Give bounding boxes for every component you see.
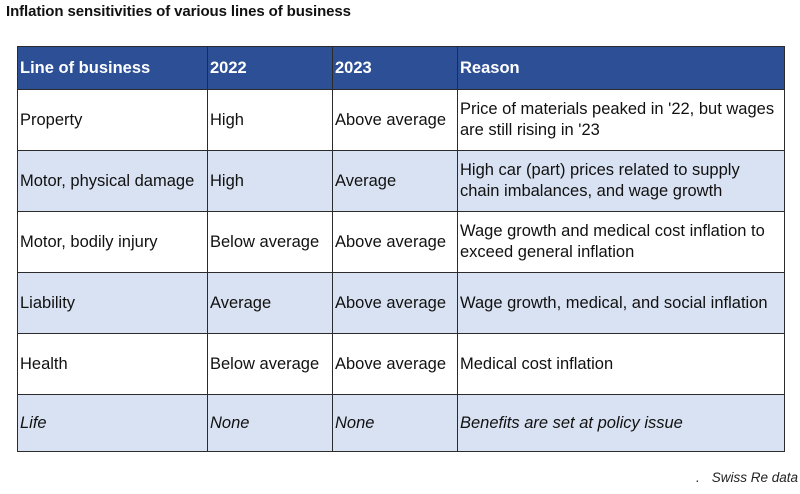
cell-2022: Below average — [207, 211, 333, 273]
table-row: Property High Above average Price of mat… — [17, 89, 785, 151]
cell-line-of-business: Life — [17, 394, 208, 452]
cell-reason: Benefits are set at policy issue — [457, 394, 785, 452]
cell-line-of-business: Motor, physical damage — [17, 150, 208, 212]
header-row: Line of business 2022 2023 Reason — [17, 46, 785, 90]
cell-reason: High car (part) prices related to supply… — [457, 150, 785, 212]
header-2023: 2023 — [332, 46, 458, 90]
cell-2023: None — [332, 394, 458, 452]
source-marker: . — [695, 470, 700, 485]
table-row: Motor, physical damage High Average High… — [17, 150, 785, 212]
cell-2022: High — [207, 89, 333, 151]
cell-line-of-business: Property — [17, 89, 208, 151]
cell-line-of-business: Motor, bodily injury — [17, 211, 208, 273]
cell-line-of-business: Liability — [17, 272, 208, 334]
source-text: Swiss Re data — [711, 470, 798, 485]
table-row: Health Below average Above average Medic… — [17, 333, 785, 395]
source-note: . Swiss Re data — [696, 470, 798, 485]
inflation-sensitivity-table: Line of business 2022 2023 Reason Proper… — [17, 46, 785, 452]
cell-2022: Below average — [207, 333, 333, 395]
table-row: Liability Average Above average Wage gro… — [17, 272, 785, 334]
cell-reason: Wage growth and medical cost inflation t… — [457, 211, 785, 273]
cell-2023: Above average — [332, 89, 458, 151]
cell-reason: Medical cost inflation — [457, 333, 785, 395]
cell-2023: Above average — [332, 272, 458, 334]
header-2022: 2022 — [207, 46, 333, 90]
cell-line-of-business: Health — [17, 333, 208, 395]
cell-reason: Price of materials peaked in '22, but wa… — [457, 89, 785, 151]
table-row: Motor, bodily injury Below average Above… — [17, 211, 785, 273]
cell-2023: Average — [332, 150, 458, 212]
cell-2022: None — [207, 394, 333, 452]
table-row: Life None None Benefits are set at polic… — [17, 394, 785, 452]
cell-2022: Average — [207, 272, 333, 334]
header-line-of-business: Line of business — [17, 46, 208, 90]
cell-2023: Above average — [332, 333, 458, 395]
cell-reason: Wage growth, medical, and social inflati… — [457, 272, 785, 334]
header-reason: Reason — [457, 46, 785, 90]
cell-2023: Above average — [332, 211, 458, 273]
table-title: Inflation sensitivities of various lines… — [6, 3, 351, 20]
cell-2022: High — [207, 150, 333, 212]
